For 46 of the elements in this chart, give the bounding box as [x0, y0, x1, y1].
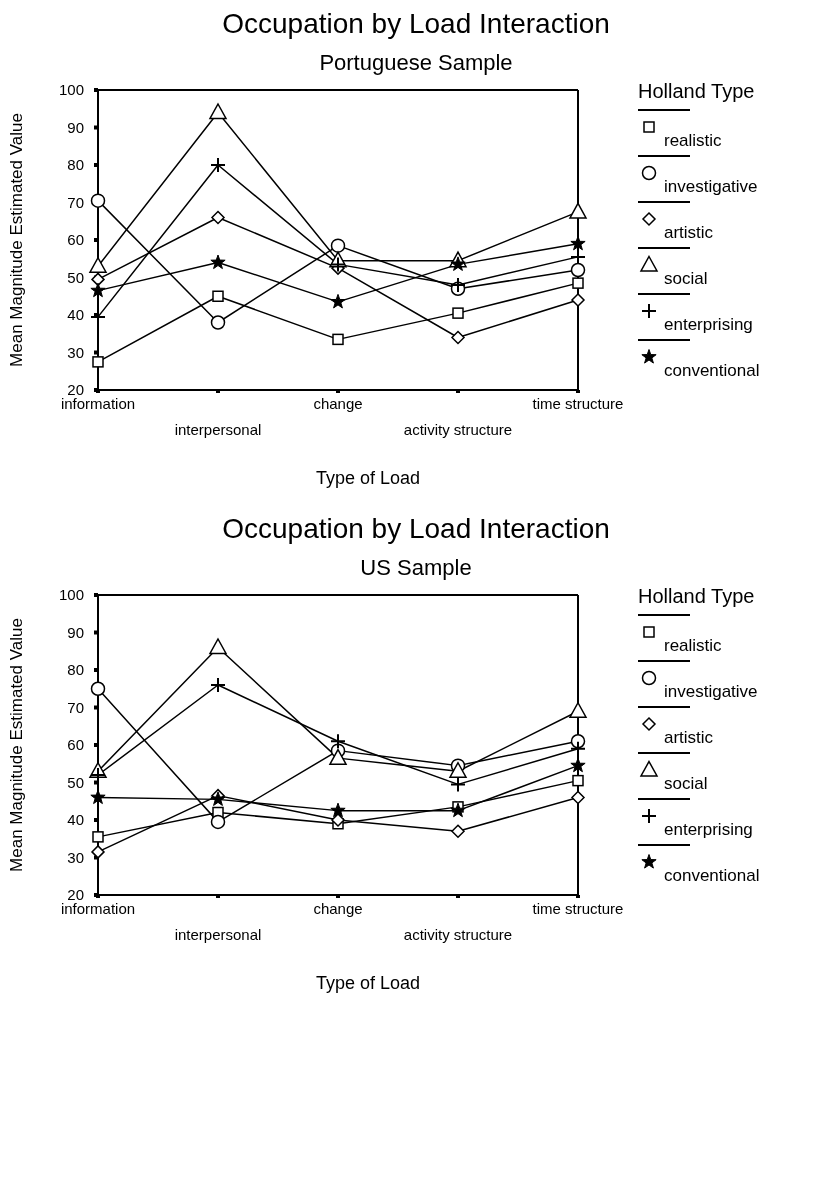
- y-tick-label: 30: [67, 848, 84, 866]
- x-tick-label: time structure: [532, 395, 624, 412]
- y-tick-label: 50: [67, 268, 84, 286]
- x-tick-label: change: [313, 900, 363, 917]
- x-tick-label: interpersonal: [174, 421, 262, 438]
- legend-label: social: [664, 774, 708, 794]
- legend-title: Holland Type: [638, 80, 756, 103]
- legend-title: Holland Type: [638, 585, 756, 608]
- chart-title: Occupation by Load Interaction: [221, 513, 611, 545]
- legend-label: conventional: [664, 866, 760, 886]
- y-tick-label: 70: [67, 193, 84, 211]
- y-tick-label: 80: [67, 661, 84, 679]
- x-tick-label: change: [313, 395, 363, 412]
- y-tick-label: 40: [67, 306, 84, 324]
- legend-label: conventional: [664, 361, 760, 381]
- y-tick-label: 60: [67, 231, 84, 249]
- legend-label: investigative: [664, 682, 758, 702]
- legend-label: artistic: [664, 223, 714, 243]
- chart-subtitle: US Sample: [359, 555, 473, 581]
- legend-label: enterprising: [664, 315, 753, 335]
- legend-label: realistic: [664, 636, 722, 656]
- y-tick-label: 90: [67, 118, 84, 136]
- y-tick-label: 100: [58, 81, 84, 99]
- x-axis-title: Type of Load: [314, 468, 422, 489]
- legend-label: realistic: [664, 131, 722, 151]
- chart-title: Occupation by Load Interaction: [221, 8, 611, 40]
- y-tick-label: 90: [67, 623, 84, 641]
- x-tick-label: activity structure: [403, 421, 513, 438]
- y-tick-label: 100: [58, 586, 84, 604]
- legend-label: social: [664, 269, 708, 289]
- chart-subtitle: Portuguese Sample: [318, 50, 514, 76]
- y-tick-label: 40: [67, 811, 84, 829]
- y-axis-title: Mean Magnitude Estimated Value: [7, 113, 27, 367]
- y-tick-label: 50: [67, 773, 84, 791]
- x-tick-label: interpersonal: [174, 926, 262, 943]
- x-tick-label: time structure: [532, 900, 624, 917]
- legend-label: investigative: [664, 177, 758, 197]
- legend-label: artistic: [664, 728, 714, 748]
- y-tick-label: 30: [67, 343, 84, 361]
- y-tick-label: 60: [67, 736, 84, 754]
- legend-label: enterprising: [664, 820, 753, 840]
- y-axis-title: Mean Magnitude Estimated Value: [7, 618, 27, 872]
- y-tick-label: 70: [67, 698, 84, 716]
- x-axis-title: Type of Load: [314, 973, 422, 994]
- y-tick-label: 80: [67, 156, 84, 174]
- x-tick-label: activity structure: [403, 926, 513, 943]
